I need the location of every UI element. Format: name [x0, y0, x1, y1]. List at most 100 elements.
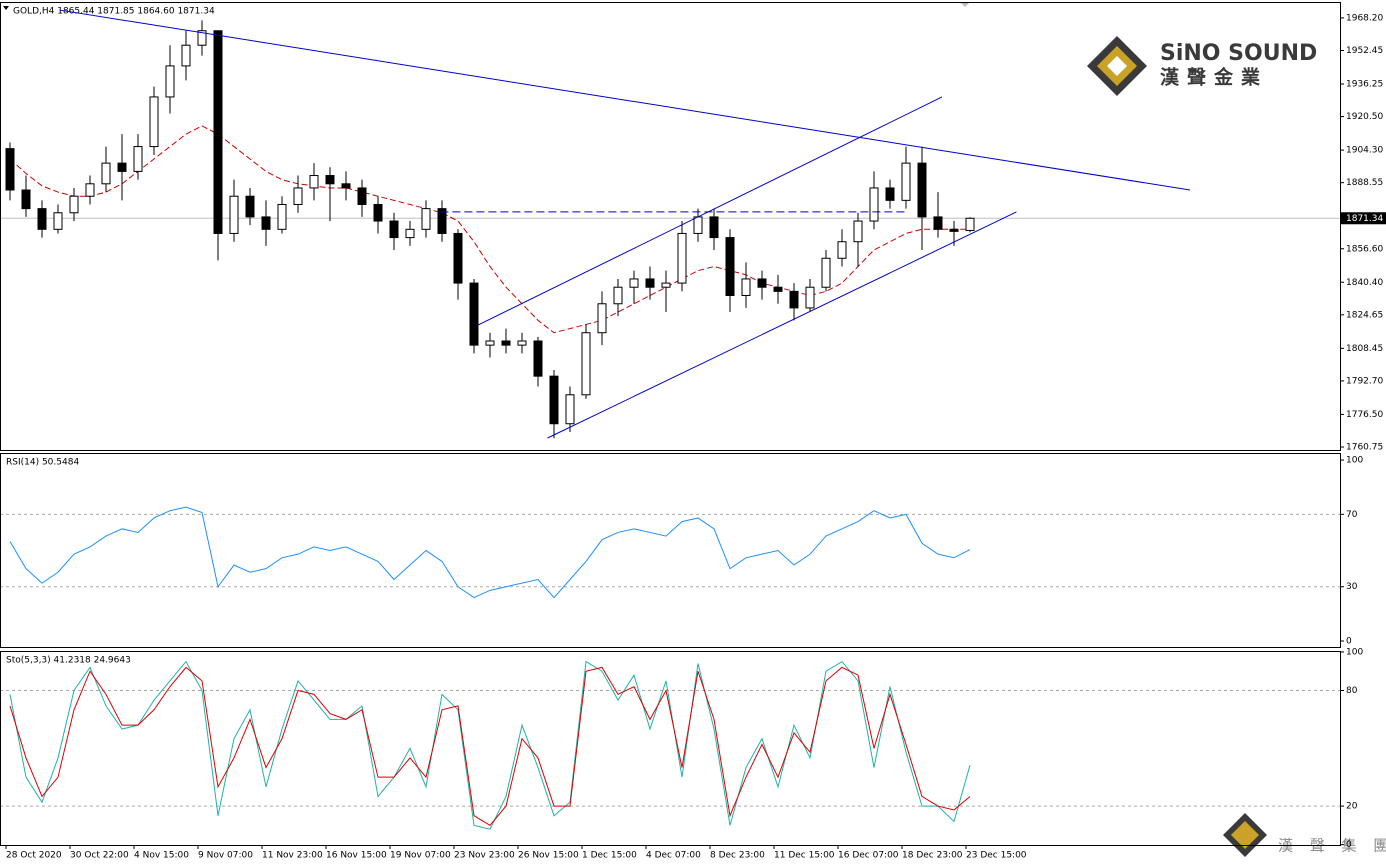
candle-body: [325, 175, 335, 185]
y-tick-label: 100: [1346, 456, 1363, 466]
candle-body: [821, 257, 831, 288]
y-tick-label: 1760.75: [1346, 443, 1383, 453]
candle-body: [661, 282, 671, 288]
logo-chinese: 漢聲金業: [1160, 66, 1268, 89]
indicator-line: [9, 660, 971, 830]
candle-body: [917, 162, 927, 218]
y-tick-label: 1936.25: [1346, 80, 1383, 90]
candle-body: [69, 195, 79, 214]
panel-frames: [0, 2, 1341, 846]
sto-panel: [0, 651, 1341, 846]
y-tick-label: 1808.45: [1346, 344, 1383, 354]
candle-body: [869, 187, 879, 222]
candle-body: [37, 208, 47, 230]
shift-marker: [960, 2, 970, 7]
candle-body: [469, 282, 479, 346]
candle-body: [101, 162, 111, 185]
x-tick-label: 28 Oct 2020: [6, 851, 62, 861]
candle-body: [645, 278, 655, 288]
y-tick-label: 1840.40: [1346, 278, 1383, 288]
candle-body: [245, 195, 255, 218]
candle-body: [405, 228, 415, 239]
candle-body: [181, 44, 191, 67]
header-arrow: [3, 6, 9, 10]
candle-body: [293, 187, 303, 205]
x-tick-label: 23 Dec 15:00: [966, 851, 1027, 861]
candle-body: [581, 332, 591, 396]
candle-body: [549, 375, 559, 425]
candle-body: [501, 340, 511, 346]
candle-body: [341, 183, 351, 189]
candle-body: [533, 340, 543, 377]
trend-line: [547, 211, 1017, 439]
candle-body: [357, 187, 367, 205]
x-tick-label: 4 Dec 07:00: [646, 851, 701, 861]
candle-body: [373, 203, 383, 222]
candle-body: [85, 183, 95, 197]
candle-body: [21, 189, 31, 210]
y-tick-label: 0: [1346, 840, 1352, 850]
indicator-line: [9, 506, 971, 599]
candle-body: [261, 216, 271, 230]
candle-body: [453, 232, 463, 284]
candle-body: [677, 232, 687, 284]
moving-average: [9, 125, 970, 334]
x-tick-label: 30 Oct 22:00: [70, 851, 129, 861]
candle-body: [949, 228, 959, 232]
candle-body: [149, 96, 159, 148]
candle-body: [437, 208, 447, 234]
candle-body: [725, 237, 735, 296]
candle-body: [837, 241, 847, 259]
y-tick-label: 1968.20: [1346, 13, 1383, 23]
y-tick-label: 1792.70: [1346, 376, 1383, 386]
x-tick-label: 19 Nov 07:00: [390, 851, 451, 861]
candle-body: [885, 187, 895, 201]
candle-body: [117, 162, 127, 172]
y-tick-label: 1888.55: [1346, 178, 1383, 188]
candle-body: [5, 148, 15, 191]
y-tick-label: 70: [1346, 510, 1358, 520]
candle-body: [213, 30, 223, 234]
candle-body: [789, 290, 799, 309]
logo-diamond-core: [1107, 56, 1127, 76]
rsi-panel: [0, 453, 1341, 648]
x-tick-label: 16 Nov 15:00: [326, 851, 387, 861]
candle-body: [517, 340, 527, 346]
panel-label: RSI(14) 50.5484: [6, 458, 79, 468]
candle-body: [565, 394, 575, 425]
candle-body: [53, 212, 63, 230]
candle-body: [693, 216, 703, 234]
candle-body: [309, 175, 319, 189]
panel-label: GOLD,H4 1865.44 1871.85 1864.60 1871.34: [13, 7, 215, 17]
trend-line: [477, 96, 943, 326]
candle-body: [709, 216, 719, 239]
candle-body: [389, 220, 399, 239]
x-tick-label: 18 Dec 23:00: [902, 851, 963, 861]
candle-body: [741, 278, 751, 296]
y-tick-label: 1776.50: [1346, 410, 1383, 420]
candle-body: [629, 278, 639, 288]
x-tick-label: 9 Nov 07:00: [198, 851, 253, 861]
candle-body: [229, 195, 239, 234]
candle-body: [757, 278, 767, 288]
y-tick-label: 1920.50: [1346, 112, 1383, 122]
candle-body: [485, 340, 495, 346]
x-tick-label: 8 Dec 23:00: [710, 851, 765, 861]
candle-body: [853, 220, 863, 243]
y-tick-label: 100: [1346, 647, 1363, 657]
trend-line: [59, 9, 1191, 191]
candle-body: [613, 286, 623, 305]
indicator-line: [9, 666, 971, 826]
candle-body: [933, 216, 943, 230]
y-tick-label: 80: [1346, 686, 1358, 696]
candle-body: [165, 65, 175, 98]
candle-body: [805, 286, 815, 309]
x-tick-label: 26 Nov 15:00: [518, 851, 579, 861]
y-tick-label: 20: [1346, 802, 1358, 812]
x-tick-label: 23 Nov 23:00: [454, 851, 515, 861]
y-tick-label: 1952.45: [1346, 46, 1383, 56]
footer-diamond-inner: [1231, 821, 1259, 849]
x-tick-label: 11 Dec 15:00: [774, 851, 835, 861]
y-tick-label: 1904.30: [1346, 146, 1383, 156]
